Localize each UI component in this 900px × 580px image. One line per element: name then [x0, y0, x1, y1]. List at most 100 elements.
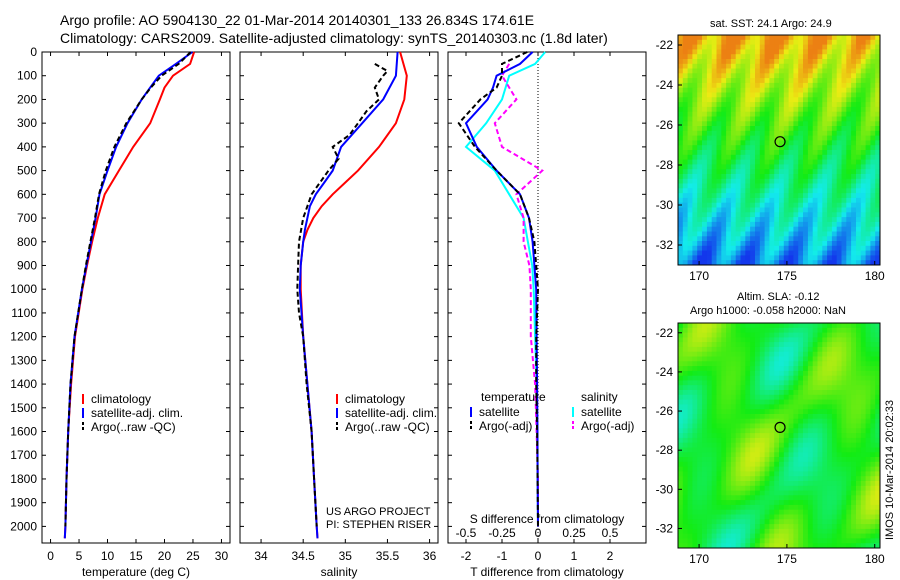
diff-legend-salinity-title: salinity: [581, 390, 618, 404]
map-cell: [687, 342, 693, 348]
map-cell: [817, 414, 823, 420]
depth-tick-label: 100: [17, 69, 37, 83]
map-cell: [831, 361, 838, 367]
map-cell: [692, 423, 698, 429]
map-cell: [779, 59, 785, 65]
map-y-tick-label: -32: [656, 238, 674, 252]
map-cell: [875, 73, 881, 79]
map-cell: [697, 375, 703, 381]
map-cell: [726, 126, 732, 132]
map-cell: [831, 342, 838, 348]
map-cell: [697, 164, 703, 170]
map-cell: [870, 255, 876, 261]
map-cell: [721, 174, 727, 180]
map-cell: [831, 260, 838, 266]
map-cell: [764, 82, 770, 89]
map-cell: [769, 111, 775, 117]
map-cell: [706, 404, 713, 410]
map-cell: [726, 174, 732, 180]
map-cell: [759, 509, 766, 515]
map-cell: [774, 154, 780, 161]
map-cell: [702, 73, 708, 79]
map-cell: [706, 514, 713, 520]
map-cell: [735, 404, 741, 410]
map-cell: [716, 418, 722, 424]
map-cell: [788, 183, 794, 189]
map-cell: [740, 63, 746, 70]
map-cell: [750, 370, 756, 377]
map-cell: [774, 197, 780, 204]
map-cell: [779, 461, 785, 468]
map-cell: [716, 145, 722, 151]
map-cell: [817, 437, 823, 444]
map-cell: [764, 212, 770, 218]
map-cell: [755, 183, 761, 189]
map-cell: [735, 150, 741, 156]
map-cell: [851, 342, 857, 348]
map-cell: [846, 54, 852, 60]
map-cell: [807, 150, 814, 156]
map-cell: [750, 231, 756, 237]
map-cell: [769, 260, 775, 266]
map-cell: [817, 169, 823, 175]
map-cell: [831, 442, 838, 448]
map-cell: [682, 519, 689, 525]
map-cell: [730, 241, 737, 247]
map-cell: [711, 471, 717, 477]
map-cell: [769, 54, 775, 60]
map-cell: [807, 380, 814, 386]
map-cell: [721, 217, 727, 223]
map-cell: [793, 159, 799, 165]
map-cell: [841, 207, 847, 213]
map-cell: [875, 231, 881, 237]
map-cell: [817, 476, 823, 482]
map-cell: [730, 193, 737, 199]
map-cell: [730, 92, 737, 98]
diff-legend-temp-argo-label: Argo(-adj): [479, 419, 532, 433]
map-cell: [831, 370, 838, 377]
map-cell: [702, 260, 708, 266]
map-cell: [726, 59, 732, 65]
map-cell: [875, 202, 881, 208]
map-cell: [812, 202, 818, 208]
map-cell: [875, 82, 881, 89]
map-cell: [807, 418, 814, 424]
map-cell: [716, 202, 722, 208]
map-cell: [793, 54, 799, 60]
map-cell: [682, 250, 689, 256]
map-cell: [750, 346, 756, 353]
map-cell: [740, 385, 746, 391]
map-cell: [678, 399, 684, 405]
map-cell: [788, 44, 794, 50]
map-cell: [702, 342, 708, 348]
map-y-tick-label: -22: [656, 326, 674, 340]
map-cell: [793, 97, 799, 103]
map-cell: [750, 404, 756, 410]
map-cell: [702, 418, 708, 424]
salinity-argo-line: [296, 63, 389, 527]
map-cell: [836, 399, 842, 405]
map-cell: [836, 461, 842, 468]
map-cell: [726, 150, 732, 156]
map-cell: [851, 87, 857, 93]
map-cell: [755, 126, 761, 132]
map-cell: [682, 361, 689, 367]
map-cell: [875, 49, 881, 55]
map-cell: [692, 351, 698, 357]
map-cell: [759, 59, 766, 65]
map-cell: [702, 481, 708, 487]
map-cell: [678, 380, 684, 386]
map-cell: [726, 490, 732, 496]
map-cell: [875, 370, 881, 377]
map-cell: [812, 433, 818, 439]
map-cell: [851, 197, 857, 204]
map-cell: [807, 116, 814, 122]
map-cell: [721, 538, 727, 544]
map-cell: [846, 82, 852, 89]
map-cell: [702, 140, 708, 146]
map-cell: [803, 390, 809, 396]
map-cell: [788, 39, 794, 46]
map-cell: [841, 433, 847, 439]
depth-tick-label: 0: [30, 45, 37, 59]
map-cell: [716, 150, 722, 156]
